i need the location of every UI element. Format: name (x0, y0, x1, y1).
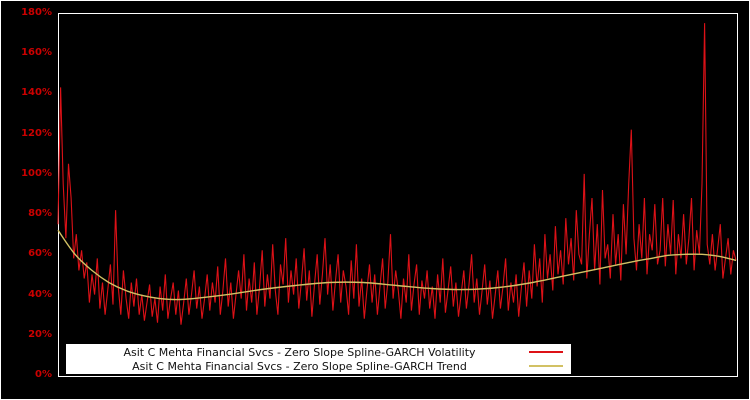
legend-line-sample-volatility (528, 351, 563, 353)
y-tick-label: 120% (21, 127, 52, 139)
legend-label-trend: Asit C Mehta Financial Svcs - Zero Slope… (132, 359, 467, 373)
legend-line-sample-trend (528, 365, 563, 367)
legend-label-volatility: Asit C Mehta Financial Svcs - Zero Slope… (123, 345, 476, 359)
legend-item-trend: Asit C Mehta Financial Svcs - Zero Slope… (66, 359, 571, 373)
volatility-series-line (57, 23, 737, 325)
y-tick-label: 160% (21, 47, 52, 59)
legend-item-volatility: Asit C Mehta Financial Svcs - Zero Slope… (66, 345, 571, 359)
y-tick-label: 40% (28, 288, 52, 300)
y-tick-label: 60% (28, 248, 52, 260)
trend-series-line (57, 229, 737, 301)
y-tick-label: 100% (21, 167, 52, 179)
y-axis: 0% 20% 40% 60% 80% 100% 120% 140% 160% 180% (1, 1, 52, 399)
y-tick-label: 20% (28, 328, 52, 340)
legend: Asit C Mehta Financial Svcs - Zero Slope… (66, 344, 571, 374)
y-tick-label: 80% (28, 208, 52, 220)
y-tick-label: 180% (21, 7, 52, 18)
y-tick-label: 140% (21, 87, 52, 99)
y-tick-label: 0% (35, 369, 52, 380)
